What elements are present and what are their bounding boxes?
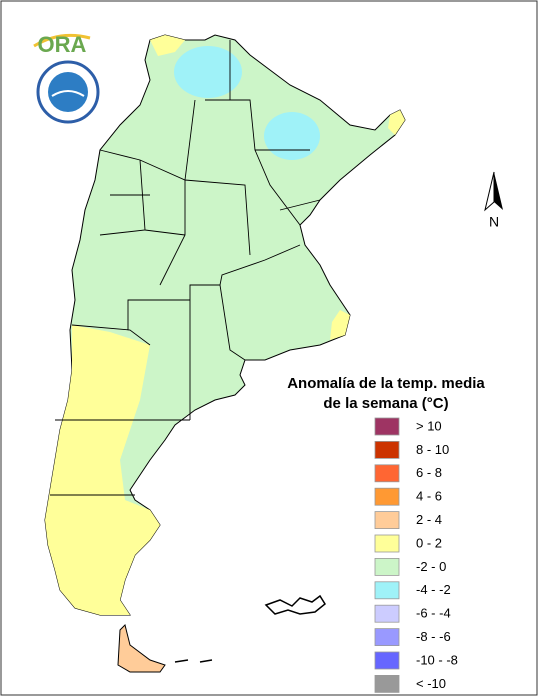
legend-swatch (374, 464, 400, 483)
logo-swoosh (33, 33, 91, 48)
legend-label: -8 - -6 (416, 629, 451, 644)
legend-swatch (374, 487, 400, 506)
map (44, 34, 406, 673)
north-label: N (489, 214, 499, 230)
logo-text: ORA (38, 32, 87, 57)
legend-label: -10 - -8 (416, 652, 458, 667)
legend-swatch (374, 581, 400, 600)
legend-label: 0 - 2 (416, 535, 442, 550)
province-borders (50, 40, 321, 496)
legend-swatch (374, 628, 400, 646)
legend-label: -6 - -4 (416, 606, 451, 621)
legend-swatch (374, 675, 400, 693)
legend-title: Anomalía de la temp. media (287, 375, 485, 392)
legend-title: de la semana (°C) (323, 395, 448, 412)
legend-swatch (374, 417, 400, 436)
logo: ORA (33, 32, 100, 124)
legend-label: > 10 (416, 418, 442, 433)
zone-cool (174, 46, 242, 98)
zone-warm (45, 325, 160, 615)
legend-swatch (374, 651, 400, 670)
legend-label: < -10 (416, 676, 446, 691)
legend-label: -4 - -2 (416, 582, 451, 597)
legend-label: 4 - 6 (416, 489, 442, 504)
legend-label: 8 - 10 (416, 442, 449, 457)
legend-swatch (374, 511, 400, 530)
legend-label: 6 - 8 (416, 465, 442, 480)
zone-warm-ne (388, 110, 405, 135)
legend-label: -2 - 0 (416, 559, 446, 574)
north-arrow: N (484, 171, 503, 230)
legend: Anomalía de la temp. media de la semana … (287, 375, 485, 693)
legend-swatch (374, 604, 400, 623)
arrow-right (494, 172, 503, 210)
tierra-del-fuego (117, 624, 166, 673)
logo-seal-mark (51, 90, 85, 97)
legend-swatch (374, 534, 400, 553)
country-base (44, 34, 406, 616)
legend-label: 2 - 4 (416, 512, 442, 527)
zone-warm-north (150, 35, 185, 56)
legend-swatch (374, 558, 400, 576)
islands (174, 594, 326, 663)
zone-cool (264, 112, 320, 160)
zone-warm-east (330, 310, 350, 340)
legend-swatch (374, 440, 400, 459)
